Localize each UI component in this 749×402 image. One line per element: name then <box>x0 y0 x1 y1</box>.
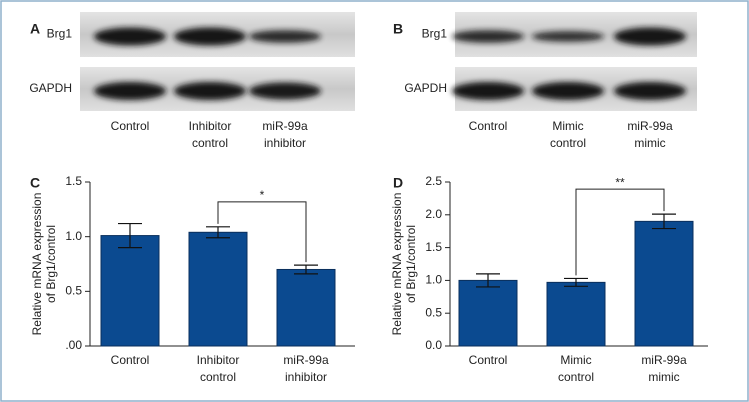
y-axis-label: of Brg1/control <box>404 225 418 303</box>
significance-bracket <box>217 201 307 263</box>
y-tick-label: 1.0 <box>65 229 82 243</box>
blot-band <box>614 82 686 100</box>
significance-label: * <box>260 188 265 202</box>
bar <box>546 281 606 347</box>
multiline-label: Control <box>469 119 508 133</box>
blot-band <box>94 82 166 100</box>
error-bar <box>118 222 142 249</box>
blot-band <box>614 27 686 46</box>
y-axis-label: Relative mRNA expression <box>30 193 44 336</box>
blot-band <box>532 31 604 42</box>
multiline-label: Inhibitor control <box>197 353 240 384</box>
blot-row-label: GAPDH <box>29 81 72 95</box>
multiline-label: miR-99a inhibitor <box>283 353 329 384</box>
multiline-label: Inhibitor control <box>189 119 232 150</box>
multiline-label: miR-99a mimic <box>641 353 687 384</box>
y-tick-label: 1.5 <box>65 174 82 188</box>
multiline-label: Control <box>111 119 150 133</box>
blot-row-label: GAPDH <box>404 81 447 95</box>
panel-letter: B <box>393 21 403 37</box>
y-tick-label: 1.5 <box>425 240 442 254</box>
y-tick-label: 0.0 <box>425 338 442 352</box>
y-tick-label: .00 <box>65 338 82 352</box>
blot-band <box>94 27 166 46</box>
bar <box>276 268 336 347</box>
multiline-label: Control <box>469 353 508 367</box>
panel-letter: D <box>393 175 403 191</box>
error-bar <box>564 277 588 287</box>
blot-band <box>174 82 246 100</box>
multiline-label: Mimic control <box>550 119 586 150</box>
significance-label: ** <box>615 175 625 189</box>
bar <box>100 235 160 347</box>
y-axis-label: Relative mRNA expression <box>390 193 404 336</box>
bar <box>634 220 694 347</box>
blot-band <box>249 30 321 43</box>
blot-row-label: Brg1 <box>422 27 448 41</box>
bar <box>188 231 248 347</box>
y-axis-label: of Brg1/control <box>44 225 58 303</box>
panel-letter: C <box>30 175 40 191</box>
multiline-label: Mimic control <box>558 353 594 384</box>
error-bar <box>476 273 500 288</box>
y-tick-label: 2.5 <box>425 174 442 188</box>
blot-band <box>174 27 246 46</box>
error-bar <box>294 264 318 275</box>
error-bar <box>652 213 676 230</box>
bar <box>458 279 518 347</box>
multiline-label: miR-99a mimic <box>627 119 673 150</box>
blot-band <box>452 82 524 100</box>
blot-band <box>532 82 604 100</box>
error-bar <box>206 226 230 239</box>
y-tick-label: 0.5 <box>425 305 442 319</box>
multiline-label: miR-99a inhibitor <box>262 119 308 150</box>
multiline-label: Control <box>111 353 150 367</box>
blot-row-label: Brg1 <box>47 27 73 41</box>
significance-bracket <box>575 188 665 276</box>
panel-letter: A <box>30 21 40 37</box>
blot-band <box>249 82 321 100</box>
blot-band <box>452 30 524 43</box>
y-tick-label: 2.0 <box>425 207 442 221</box>
y-tick-label: 0.5 <box>65 284 82 298</box>
y-tick-label: 1.0 <box>425 273 442 287</box>
